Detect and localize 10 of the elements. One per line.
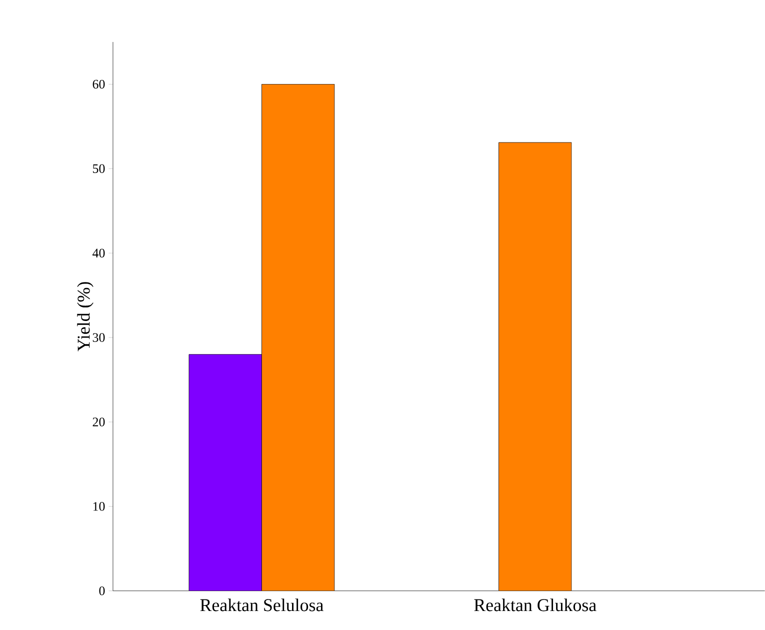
y-tick-label: 20 <box>92 418 105 426</box>
y-tick-label: 30 <box>92 333 105 342</box>
y-axis-title: Yield (%) <box>77 282 94 352</box>
y-tick-label: 40 <box>92 248 105 258</box>
x-tick-label: Reaktan Selulosa <box>200 598 324 612</box>
y-tick-label: 10 <box>93 502 105 511</box>
y-tick-label: 0 <box>99 586 105 596</box>
y-tick-label: 60 <box>92 80 105 89</box>
y-tick-label: 50 <box>93 164 105 174</box>
x-tick-label: Reaktan Glukosa <box>474 598 596 612</box>
